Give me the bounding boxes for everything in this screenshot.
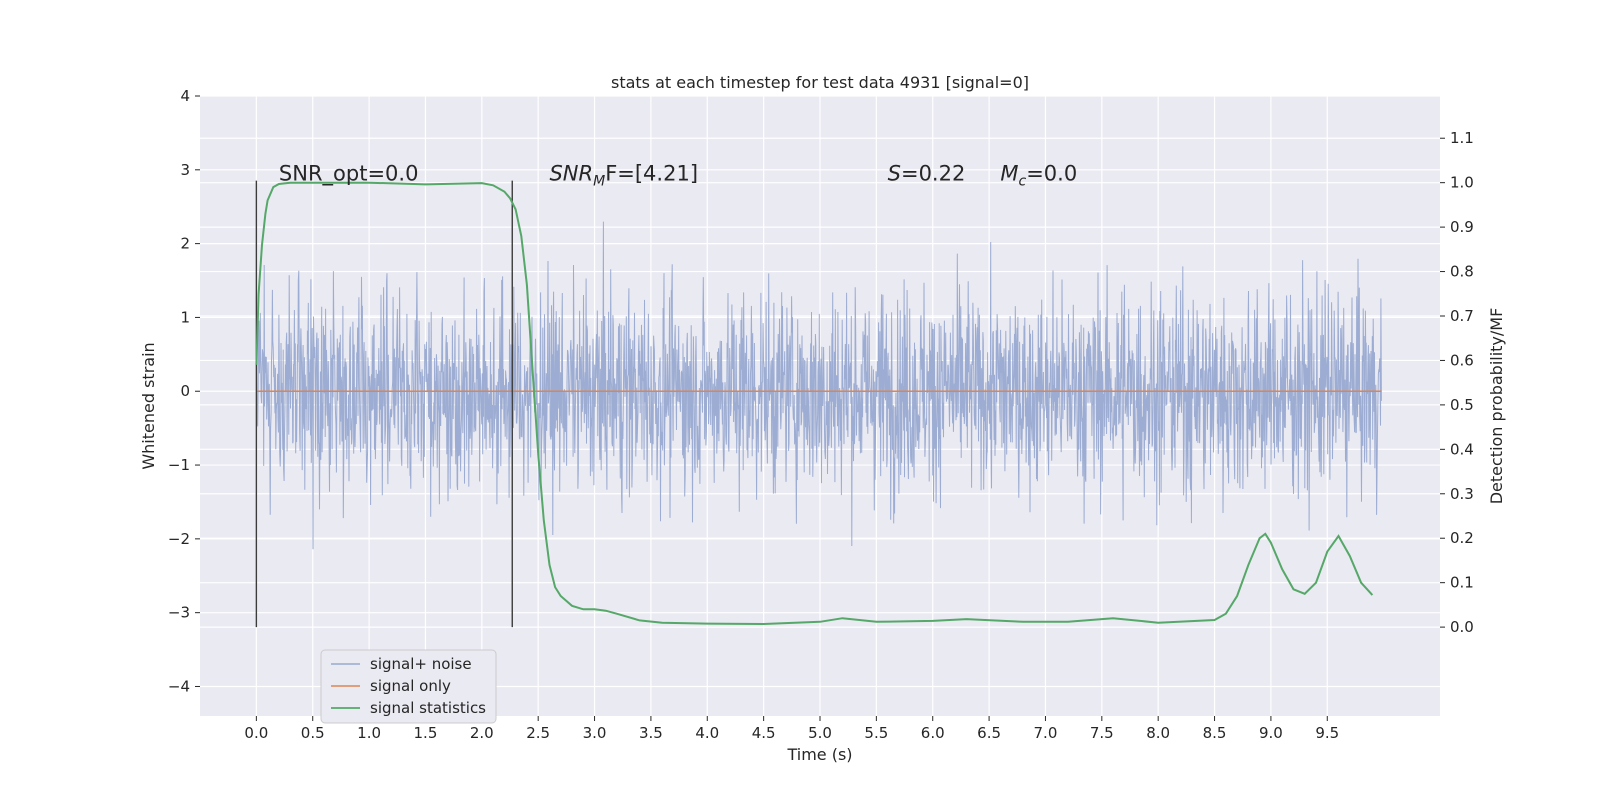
series-signal-statistics bbox=[255, 181, 1374, 626]
x-tick-label: 9.0 bbox=[1259, 724, 1283, 742]
annotation-mc: Mc=0.0 bbox=[1000, 161, 1077, 189]
x-tick-label: 2.0 bbox=[470, 724, 494, 742]
y-right-tick-label: 0.9 bbox=[1450, 218, 1474, 236]
legend-label-signal-noise: signal+ noise bbox=[370, 655, 472, 673]
y-right-tick-label: 1.0 bbox=[1450, 174, 1474, 192]
annotations: SNR_opt=0.0 SNRMF=[4.21] S=0.22 Mc=0.0 bbox=[279, 161, 1077, 189]
y-left-tick-label: −3 bbox=[168, 604, 190, 622]
x-tick-label: 1.5 bbox=[414, 724, 438, 742]
y-right-tick-label: 0.3 bbox=[1450, 485, 1474, 503]
y-left-tick-label: −2 bbox=[168, 530, 190, 548]
x-tick-label: 6.0 bbox=[921, 724, 945, 742]
vertical-markers bbox=[255, 180, 513, 628]
y-axis-label-left: Whitened strain bbox=[139, 342, 158, 469]
statistics-line bbox=[255, 181, 1374, 626]
x-tick-label: 8.0 bbox=[1146, 724, 1170, 742]
y-right-tick-label: 0.6 bbox=[1450, 351, 1474, 369]
chart-title: stats at each timestep for test data 493… bbox=[611, 73, 1029, 92]
x-tick-label: 7.0 bbox=[1034, 724, 1058, 742]
x-tick-label: 3.5 bbox=[639, 724, 663, 742]
y-right-tick-label: 0.5 bbox=[1450, 396, 1474, 414]
y-left-tick-label: 0 bbox=[180, 382, 190, 400]
x-tick-label: 3.0 bbox=[583, 724, 607, 742]
legend: signal+ noise signal only signal statist… bbox=[320, 649, 497, 724]
y-left-tick-label: −4 bbox=[168, 677, 190, 695]
y-right-tick-label: 0.8 bbox=[1450, 263, 1474, 281]
annotation-s-stat: S=0.22 bbox=[888, 161, 966, 185]
y-axis-label-right: Detection probability/MF bbox=[1487, 308, 1506, 505]
noise-trace bbox=[255, 221, 1382, 550]
x-axis-label: Time (s) bbox=[786, 745, 852, 764]
x-tick-label: 0.0 bbox=[244, 724, 268, 742]
legend-label-signal-statistics: signal statistics bbox=[370, 699, 486, 717]
x-tick-label: 4.0 bbox=[695, 724, 719, 742]
x-tick-label: 5.0 bbox=[808, 724, 832, 742]
x-tick-label: 8.5 bbox=[1203, 724, 1227, 742]
y-right-tick-label: 0.1 bbox=[1450, 574, 1474, 592]
legend-box bbox=[320, 649, 497, 724]
annotation-snr-opt: SNR_opt=0.0 bbox=[279, 161, 419, 186]
x-tick-label: 2.5 bbox=[526, 724, 550, 742]
x-tick-label: 1.0 bbox=[357, 724, 381, 742]
x-tick-label: 9.5 bbox=[1315, 724, 1339, 742]
x-tick-label: 5.5 bbox=[864, 724, 888, 742]
x-tick-label: 6.5 bbox=[977, 724, 1001, 742]
series-signal-noise bbox=[255, 221, 1382, 550]
x-tick-label: 7.5 bbox=[1090, 724, 1114, 742]
y-left-tick-label: −1 bbox=[168, 456, 190, 474]
y-left-tick-label: 4 bbox=[180, 87, 190, 105]
annotation-snr-mf: SNRMF=[4.21] bbox=[549, 161, 698, 189]
y-left-tick-label: 1 bbox=[180, 308, 190, 326]
axis-ticks: 0.0 0.5 1.0 1.5 2.0 2.5 3.0 3.5 4.0 4.5 5.0 5.5 6.0 6… bbox=[168, 87, 1474, 742]
y-right-tick-label: 0.4 bbox=[1450, 440, 1474, 458]
y-right-tick-label: 0.2 bbox=[1450, 529, 1474, 547]
x-tick-label: 0.5 bbox=[301, 724, 325, 742]
x-tick-label: 4.5 bbox=[752, 724, 776, 742]
y-right-tick-label: 1.1 bbox=[1450, 129, 1474, 147]
y-left-tick-label: 2 bbox=[180, 235, 190, 253]
y-right-tick-label: 0.0 bbox=[1450, 618, 1474, 636]
y-right-tick-label: 0.7 bbox=[1450, 307, 1474, 325]
y-left-tick-label: 3 bbox=[180, 161, 190, 179]
legend-label-signal-only: signal only bbox=[370, 677, 451, 695]
